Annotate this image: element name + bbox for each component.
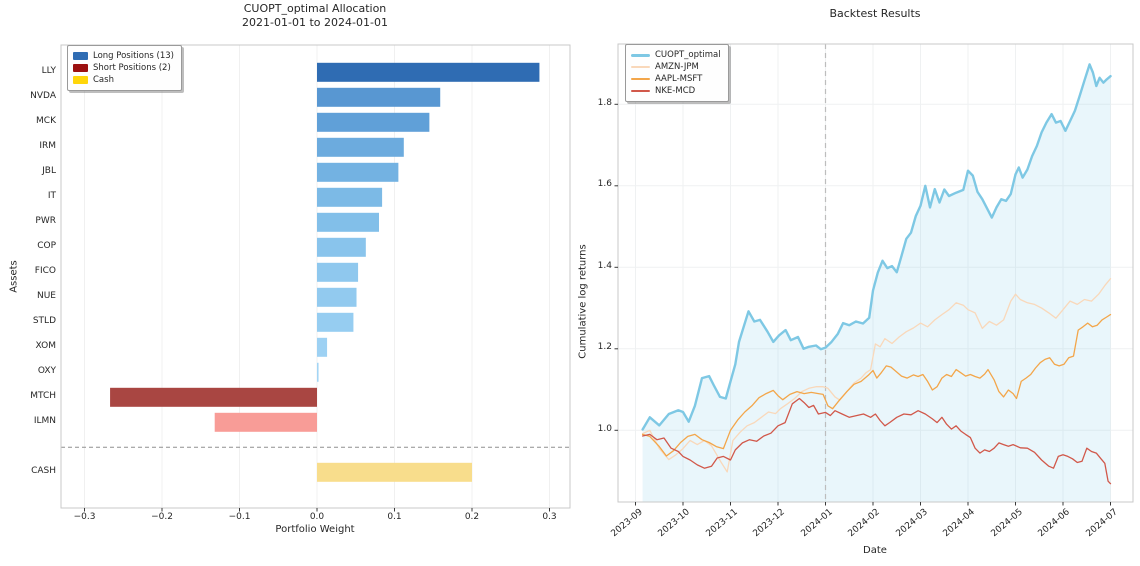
backtest-plot-border bbox=[617, 43, 1134, 503]
bar-LLY bbox=[317, 62, 540, 82]
bar-JBL bbox=[317, 162, 399, 182]
allocation-xlabel: Portfolio Weight bbox=[275, 524, 355, 535]
y-tick-STLD: STLD bbox=[32, 315, 56, 326]
bar-NVDA bbox=[317, 87, 441, 107]
y-tick-COP: COP bbox=[37, 240, 56, 251]
legend-line-swatch bbox=[631, 66, 650, 68]
legend-item-aapl-msft: AAPL-MSFT bbox=[631, 73, 721, 85]
legend-label: CUOPT_optimal bbox=[655, 50, 721, 60]
legend-label: Short Positions (2) bbox=[93, 63, 171, 73]
allocation-plot-border bbox=[60, 44, 571, 509]
y-tick-1.6: 1.6 bbox=[597, 179, 612, 190]
bar-PWR bbox=[317, 212, 379, 232]
legend-swatch bbox=[73, 64, 88, 72]
y-tick-IRM: IRM bbox=[39, 140, 56, 151]
y-tick-1.0: 1.0 bbox=[597, 423, 612, 434]
legend-item-nke-mcd: NKE-MCD bbox=[631, 85, 721, 97]
legend-item-short-positions-2-: Short Positions (2) bbox=[73, 62, 174, 74]
legend-line-swatch bbox=[631, 78, 650, 80]
y-tick-PWR: PWR bbox=[35, 215, 56, 226]
bar-OXY bbox=[317, 362, 319, 382]
y-tick-IT: IT bbox=[47, 190, 56, 201]
backtest-xlabel: Date bbox=[863, 545, 887, 556]
y-tick-FICO: FICO bbox=[34, 265, 56, 276]
legend-swatch bbox=[73, 76, 88, 84]
bar-XOM bbox=[317, 337, 328, 357]
legend-label: AAPL-MSFT bbox=[655, 74, 703, 84]
legend-item-amzn-jpm: AMZN-JPM bbox=[631, 61, 721, 73]
y-tick-1.4: 1.4 bbox=[597, 260, 612, 271]
y-tick-XOM: XOM bbox=[35, 340, 56, 351]
y-tick-ILMN: ILMN bbox=[33, 415, 56, 426]
bar-IT bbox=[317, 187, 383, 207]
allocation-title-line2: 2021-01-01 to 2024-01-01 bbox=[242, 16, 388, 29]
bar-MCK bbox=[317, 112, 430, 132]
legend-label: NKE-MCD bbox=[655, 86, 696, 96]
bar-CASH bbox=[317, 462, 472, 482]
y-tick-LLY: LLY bbox=[41, 65, 56, 76]
bar-STLD bbox=[317, 312, 354, 332]
x-tick-0.1: 0.1 bbox=[387, 512, 402, 522]
y-tick-CASH: CASH bbox=[31, 465, 56, 476]
x-tick-−0.2: −0.2 bbox=[151, 512, 173, 522]
bar-MTCH bbox=[110, 387, 317, 407]
bar-NUE bbox=[317, 287, 357, 307]
series-line-AAPL-MSFT bbox=[641, 313, 1112, 457]
legend-label: Long Positions (13) bbox=[93, 51, 174, 61]
backtest-legend: CUOPT_optimal AMZN-JPM AAPL-MSFT NKE-MCD bbox=[625, 44, 729, 102]
y-tick-JBL: JBL bbox=[42, 165, 56, 176]
y-tick-1.8: 1.8 bbox=[597, 97, 612, 108]
x-tick-0.0: 0.0 bbox=[309, 512, 325, 522]
bar-IRM bbox=[317, 137, 404, 157]
bar-FICO bbox=[317, 262, 359, 282]
x-tick-−0.1: −0.1 bbox=[228, 512, 251, 522]
x-tick-0.3: 0.3 bbox=[542, 512, 557, 522]
legend-item-cuopt-optimal: CUOPT_optimal bbox=[631, 49, 721, 61]
area-fill-cuopt bbox=[642, 64, 1111, 503]
y-tick-NVDA: NVDA bbox=[30, 90, 56, 101]
legend-item-long-positions-13-: Long Positions (13) bbox=[73, 50, 174, 62]
legend-line-swatch bbox=[631, 90, 650, 92]
y-tick-MCK: MCK bbox=[36, 115, 56, 126]
x-tick-0.2: 0.2 bbox=[464, 512, 480, 522]
series-line-CUOPT_optimal bbox=[641, 63, 1112, 431]
allocation-title-line1: CUOPT_optimal Allocation bbox=[243, 2, 387, 15]
bar-COP bbox=[317, 237, 366, 257]
backtest-title: Backtest Results bbox=[829, 7, 921, 20]
legend-label: AMZN-JPM bbox=[655, 62, 699, 72]
legend-line-swatch bbox=[631, 53, 650, 57]
bar-ILMN bbox=[214, 412, 317, 432]
legend-item-cash: Cash bbox=[73, 74, 174, 86]
legend-swatch bbox=[73, 52, 88, 60]
x-tick-−0.3: −0.3 bbox=[73, 512, 96, 522]
series-line-NKE-MCD bbox=[641, 397, 1112, 485]
allocation-legend: Long Positions (13) Short Positions (2) Ca… bbox=[67, 45, 182, 91]
legend-label: Cash bbox=[93, 75, 114, 85]
y-tick-MTCH: MTCH bbox=[30, 390, 56, 401]
y-tick-NUE: NUE bbox=[36, 290, 56, 301]
y-tick-OXY: OXY bbox=[37, 365, 56, 376]
series-line-AMZN-JPM bbox=[641, 278, 1112, 473]
y-tick-1.2: 1.2 bbox=[597, 342, 612, 353]
